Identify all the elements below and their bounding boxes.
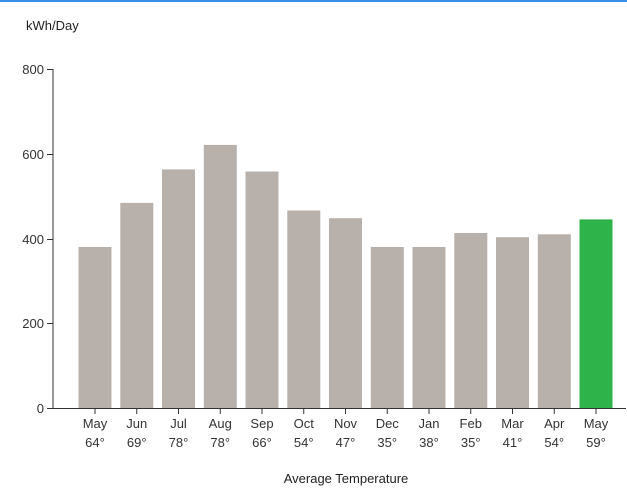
x-tick-label-month: Apr	[544, 416, 565, 431]
bar	[412, 247, 446, 408]
bar	[537, 234, 571, 408]
x-tick-label-month: May	[584, 416, 609, 431]
x-tick-label-month: May	[83, 416, 108, 431]
bar	[496, 237, 529, 408]
x-tick-label-temperature: 47°	[336, 435, 356, 450]
bar	[579, 219, 613, 408]
x-tick-label-temperature: 64°	[85, 435, 105, 450]
bar	[203, 144, 237, 408]
top-rule	[0, 0, 627, 2]
bar	[454, 233, 488, 408]
y-tick-label: 200	[22, 316, 44, 331]
x-tick-label-month: Nov	[334, 416, 358, 431]
bar	[370, 247, 404, 408]
x-tick-label-month: Mar	[501, 416, 524, 431]
x-tick-label-temperature: 59°	[586, 435, 606, 450]
x-tick-label-temperature: 54°	[294, 435, 314, 450]
x-tick-label-temperature: 69°	[127, 435, 147, 450]
x-tick-label-temperature: 41°	[503, 435, 523, 450]
y-tick-label: 400	[22, 232, 44, 247]
bar	[120, 202, 154, 408]
bar	[245, 171, 279, 408]
y-tick-label: 0	[37, 401, 44, 416]
x-tick-label-month: Jan	[419, 416, 440, 431]
x-tick-label-month: Jul	[170, 416, 187, 431]
y-axis-label: kWh/Day	[26, 18, 79, 33]
bar	[162, 169, 195, 408]
x-tick-label-temperature: 54°	[544, 435, 564, 450]
x-tick-label-temperature: 78°	[169, 435, 189, 450]
x-tick-label-month: Feb	[460, 416, 482, 431]
x-tick-label-month: Jun	[126, 416, 147, 431]
x-axis-label: Average Temperature	[283, 471, 409, 486]
x-tick-label-month: Dec	[376, 416, 400, 431]
x-tick-label-temperature: 38°	[419, 435, 439, 450]
x-tick-label-temperature: 35°	[461, 435, 481, 450]
x-tick-label-temperature: 35°	[377, 435, 397, 450]
x-tick-label-temperature: 66°	[252, 435, 272, 450]
x-tick-label-month: Aug	[209, 416, 232, 431]
bar	[78, 247, 112, 408]
bar	[287, 210, 321, 408]
x-tick-label-temperature: 78°	[210, 435, 230, 450]
x-tick-label-month: Sep	[250, 416, 273, 431]
bar	[329, 218, 362, 408]
y-tick-label: 800	[22, 62, 44, 77]
x-tick-label-month: Oct	[294, 416, 315, 431]
y-tick-label: 600	[22, 147, 44, 162]
